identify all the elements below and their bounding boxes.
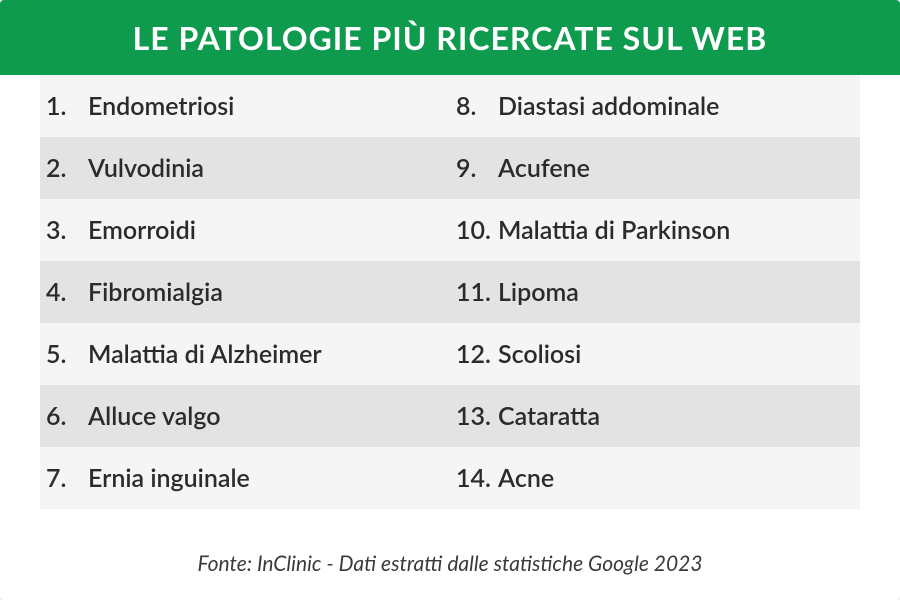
item-label: Cataratta [498, 401, 860, 431]
left-column: 1.Endometriosi 2.Vulvodinia 3.Emorroidi … [40, 75, 450, 541]
item-label: Endometriosi [88, 91, 450, 121]
item-label: Lipoma [498, 277, 860, 307]
item-label: Fibromialgia [88, 277, 450, 307]
list-item: 10.Malattia di Parkinson [450, 199, 860, 261]
item-label: Acne [498, 463, 860, 493]
list-item: 5.Malattia di Alzheimer [40, 323, 450, 385]
item-label: Scoliosi [498, 339, 860, 369]
list-item: 11.Lipoma [450, 261, 860, 323]
item-number: 11. [450, 277, 498, 307]
item-number: 10. [450, 215, 498, 245]
list-item: 14.Acne [450, 447, 860, 509]
item-label: Ernia inguinale [88, 463, 450, 493]
item-number: 1. [40, 91, 88, 121]
list-item: 13.Cataratta [450, 385, 860, 447]
item-label: Acufene [498, 153, 860, 183]
item-number: 9. [450, 153, 498, 183]
list-item: 12.Scoliosi [450, 323, 860, 385]
item-number: 2. [40, 153, 88, 183]
list-item: 2.Vulvodinia [40, 137, 450, 199]
list-item: 4.Fibromialgia [40, 261, 450, 323]
list-item: 3.Emorroidi [40, 199, 450, 261]
item-number: 8. [450, 91, 498, 121]
item-number: 13. [450, 401, 498, 431]
list-item: 8.Diastasi addominale [450, 75, 860, 137]
item-number: 6. [40, 401, 88, 431]
item-label: Vulvodinia [88, 153, 450, 183]
list-item: 7.Ernia inguinale [40, 447, 450, 509]
item-number: 3. [40, 215, 88, 245]
item-number: 14. [450, 463, 498, 493]
header-bar: LE PATOLOGIE PIÙ RICERCATE SUL WEB [0, 0, 900, 75]
item-label: Alluce valgo [88, 401, 450, 431]
item-number: 12. [450, 339, 498, 369]
item-label: Malattia di Parkinson [498, 215, 860, 245]
list-item: 1.Endometriosi [40, 75, 450, 137]
list-item: 6.Alluce valgo [40, 385, 450, 447]
footer: Fonte: InClinic - Dati estratti dalle st… [0, 541, 900, 600]
source-text: Fonte: InClinic - Dati estratti dalle st… [197, 551, 702, 576]
item-number: 7. [40, 463, 88, 493]
item-number: 4. [40, 277, 88, 307]
list-body: 1.Endometriosi 2.Vulvodinia 3.Emorroidi … [0, 75, 900, 541]
item-label: Emorroidi [88, 215, 450, 245]
item-label: Malattia di Alzheimer [88, 339, 450, 369]
right-column: 8.Diastasi addominale 9.Acufene 10.Malat… [450, 75, 860, 541]
item-label: Diastasi addominale [498, 91, 860, 121]
infographic-card: LE PATOLOGIE PIÙ RICERCATE SUL WEB 1.End… [0, 0, 900, 600]
item-number: 5. [40, 339, 88, 369]
list-item: 9.Acufene [450, 137, 860, 199]
title: LE PATOLOGIE PIÙ RICERCATE SUL WEB [133, 18, 768, 57]
